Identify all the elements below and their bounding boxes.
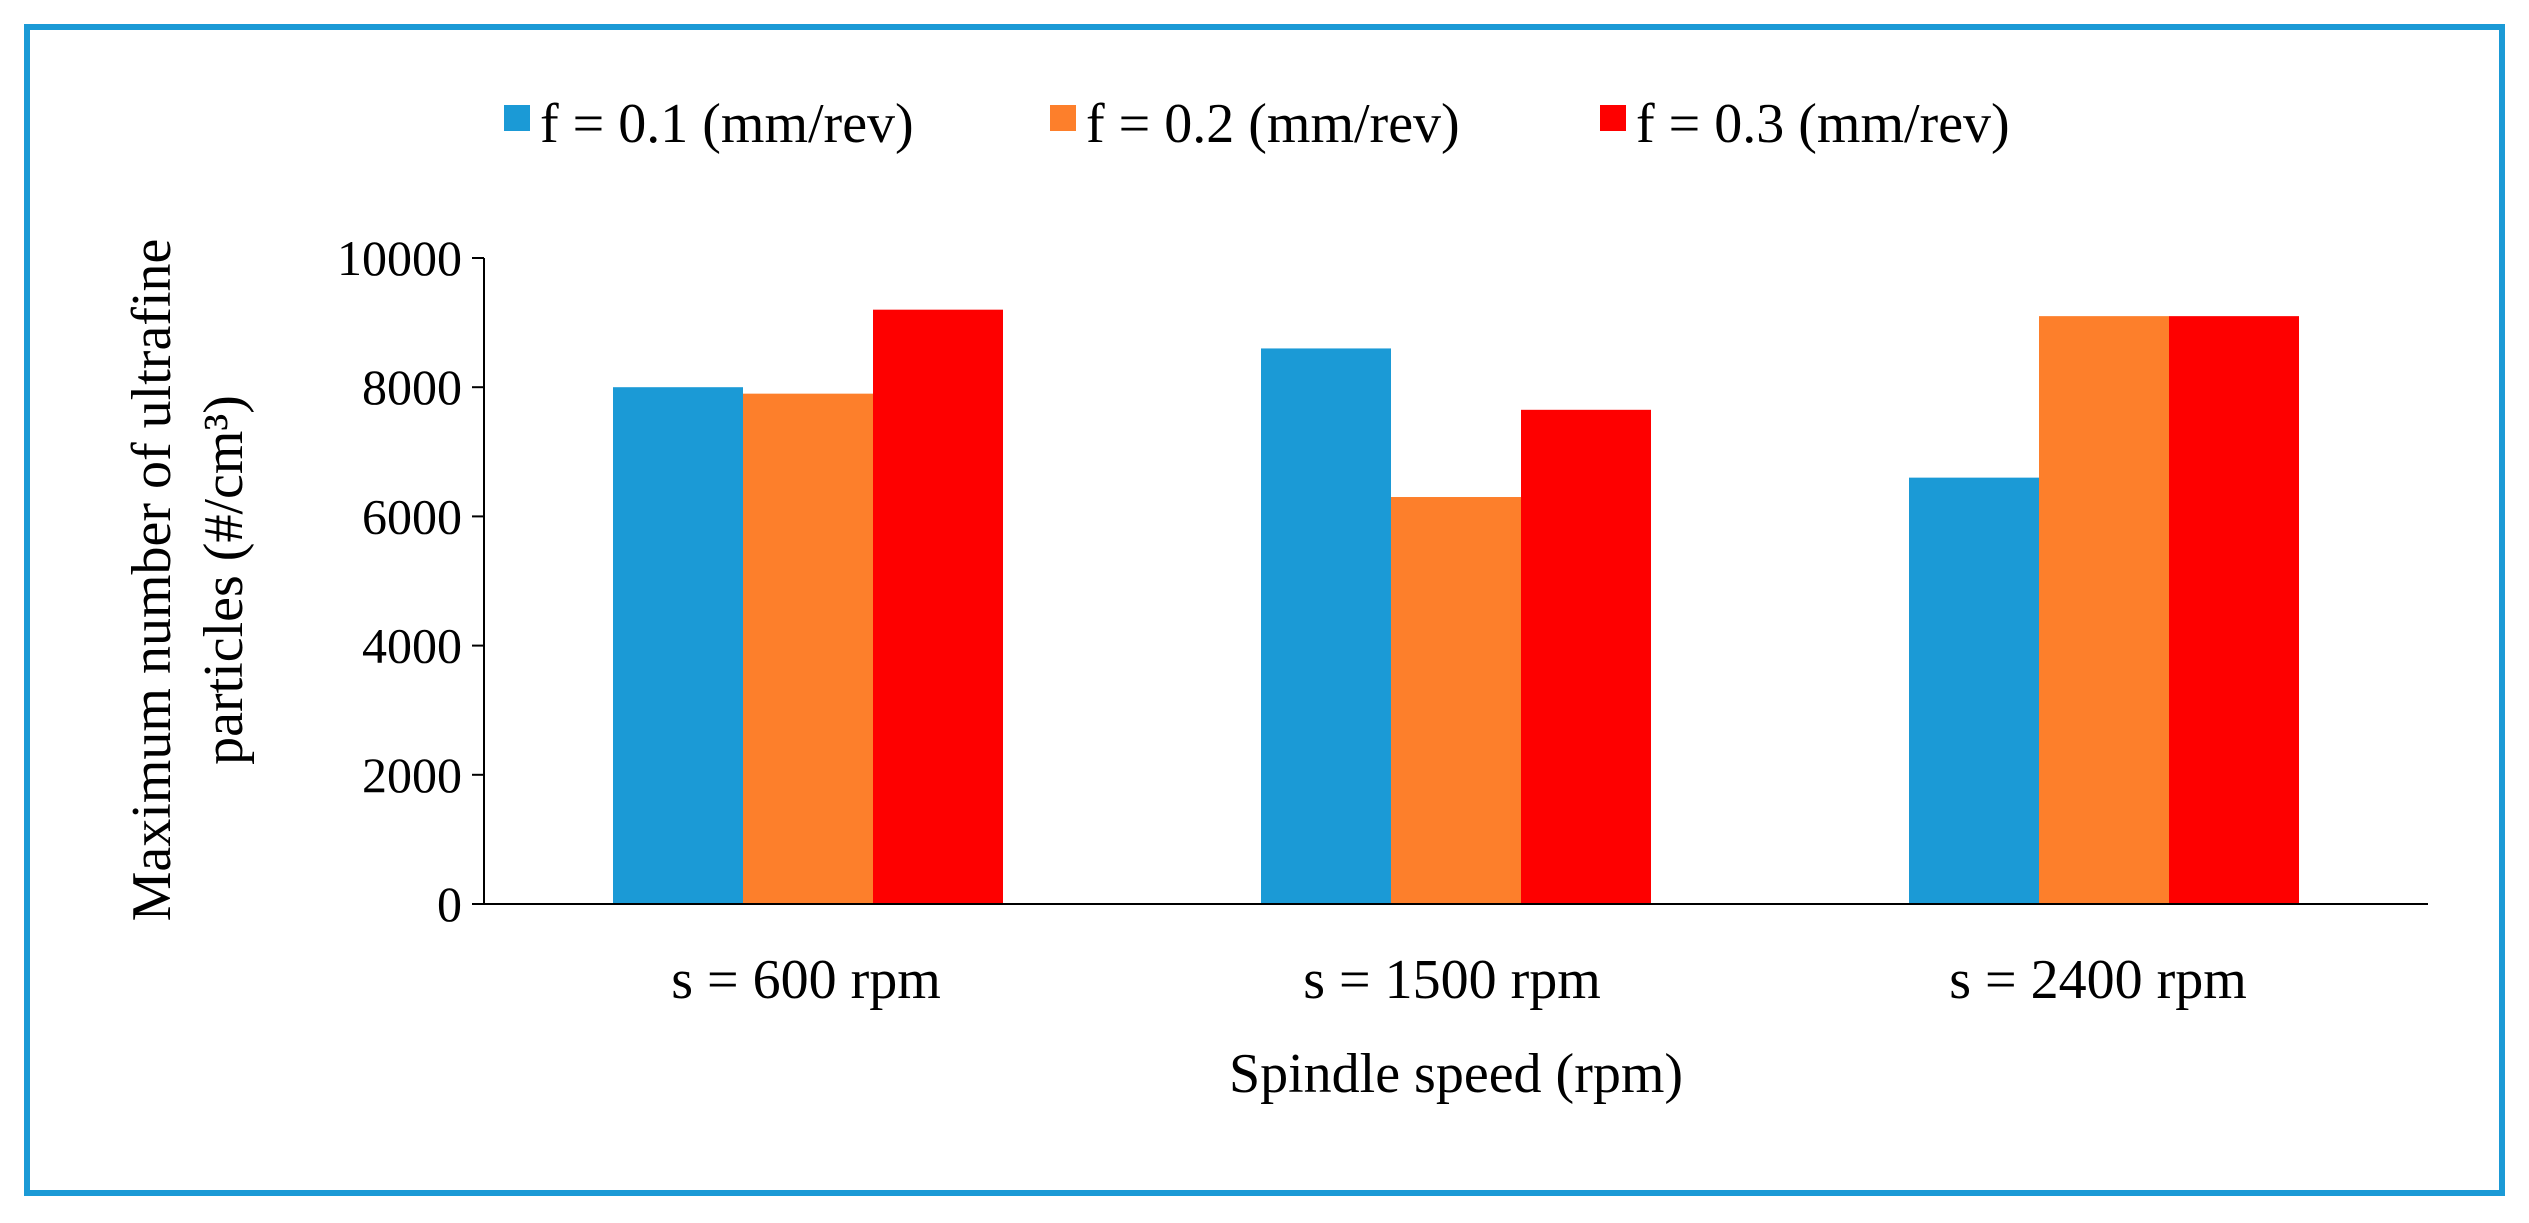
- legend-swatch-f01: [504, 105, 530, 131]
- legend-label-f01: f = 0.1 (mm/rev): [540, 93, 914, 155]
- bar-1-1: [613, 387, 743, 904]
- bar-2-1: [743, 393, 873, 904]
- y-axis-title: Maximum number of ultrafine particles (#…: [121, 239, 255, 922]
- legend-item-f01: f = 0.1 (mm/rev): [504, 93, 914, 155]
- legend: f = 0.1 (mm/rev) f = 0.2 (mm/rev) f = 0.…: [504, 93, 2010, 155]
- bar-3-1: [873, 309, 1003, 904]
- y-ticks: 0 2000 4000 6000 8000 10000: [337, 230, 484, 932]
- x-category-label: s = 2400 rpm: [1949, 949, 2247, 1011]
- y-tick-label: 10000: [337, 230, 462, 286]
- legend-item-f03: f = 0.3 (mm/rev): [1600, 93, 2010, 155]
- bar-2-3: [2039, 316, 2169, 904]
- bar-2-2: [1391, 497, 1521, 904]
- bar-1-2: [1261, 348, 1391, 904]
- y-tick-label: 8000: [362, 359, 462, 415]
- x-category-label: s = 600 rpm: [671, 949, 941, 1011]
- bar-3-2: [1521, 409, 1651, 904]
- x-category-label: s = 1500 rpm: [1303, 949, 1601, 1011]
- legend-swatch-f03: [1600, 105, 1626, 131]
- legend-item-f02: f = 0.2 (mm/rev): [1050, 93, 1460, 155]
- y-axis-title-line2: particles (#/cm³): [193, 395, 255, 765]
- y-tick-label: 6000: [362, 488, 462, 544]
- legend-label-f02: f = 0.2 (mm/rev): [1086, 93, 1460, 155]
- y-tick-label: 4000: [362, 618, 462, 674]
- bar-3-3: [2169, 316, 2299, 904]
- legend-swatch-f02: [1050, 105, 1076, 131]
- x-axis-title: Spindle speed (rpm): [1229, 1043, 1683, 1105]
- x-category-labels: s = 600 rpm s = 1500 rpm s = 2400 rpm: [671, 949, 2247, 1011]
- y-tick-label: 0: [437, 876, 462, 932]
- y-tick-label: 2000: [362, 747, 462, 803]
- legend-label-f03: f = 0.3 (mm/rev): [1636, 93, 2010, 155]
- y-axis-title-line1: Maximum number of ultrafine: [121, 239, 183, 922]
- bar-1-3: [1909, 477, 2039, 904]
- bars-group: [613, 309, 2299, 904]
